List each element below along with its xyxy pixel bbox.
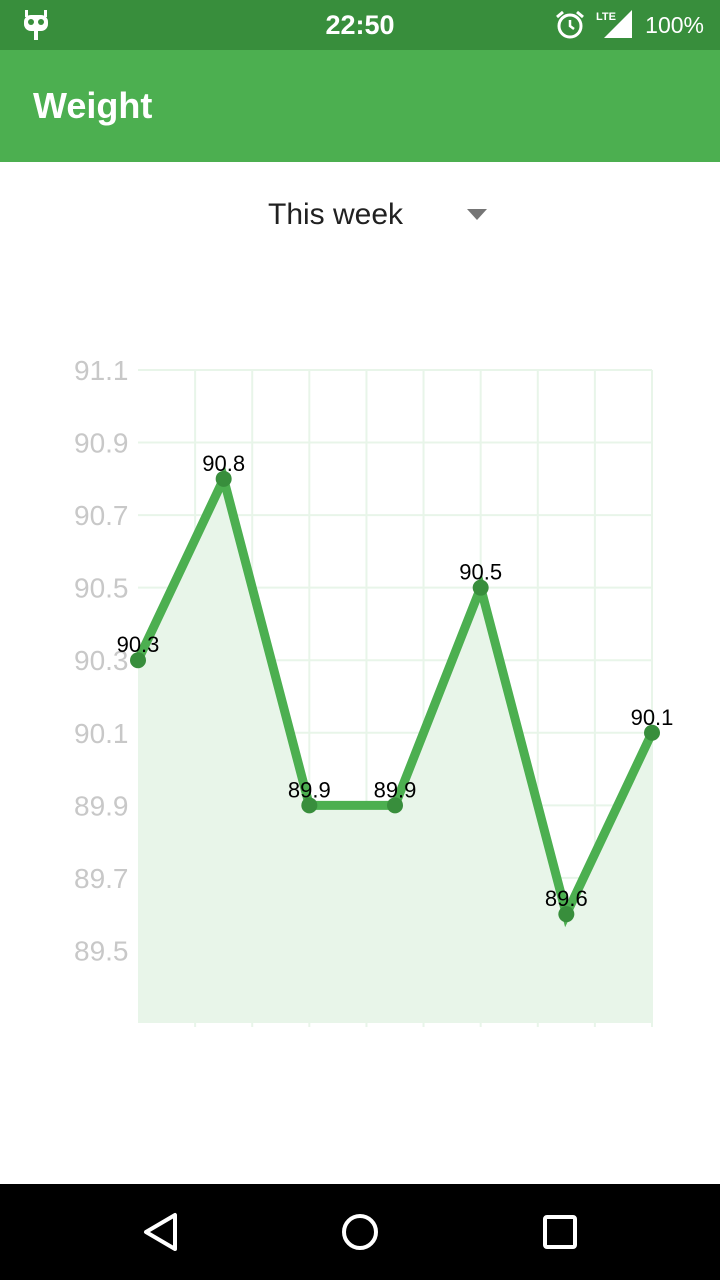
data-label: 90.3 [117, 632, 160, 657]
battery-percentage: 100% [645, 12, 704, 38]
home-button[interactable] [330, 1202, 390, 1262]
y-tick-label: 89.9 [74, 790, 129, 821]
navigation-bar [0, 1184, 720, 1280]
y-axis-labels: 91.1 90.9 90.7 90.5 90.3 90.1 89.9 89.7 89.5 [74, 355, 129, 966]
data-point [130, 652, 146, 669]
y-tick-label: 90.9 [74, 428, 129, 459]
y-tick-label: 90.3 [74, 645, 129, 676]
status-bar: 22:50 LTE 100% [0, 0, 720, 50]
back-button[interactable] [130, 1202, 190, 1262]
chart-points [130, 470, 660, 923]
data-label: 89.6 [545, 886, 588, 911]
alarm-icon [556, 10, 584, 39]
data-point [472, 579, 489, 596]
app-bar: Weight [0, 50, 720, 162]
app-notification-icon [24, 10, 48, 40]
lte-signal-icon: LTE [596, 10, 632, 38]
data-point [301, 797, 318, 814]
status-time: 22:50 [325, 10, 395, 40]
recents-button[interactable] [530, 1202, 590, 1262]
data-point [387, 797, 403, 814]
weight-line-chart: 91.1 90.9 90.7 90.5 90.3 90.1 89.9 89.7 89.5 90.… [74, 355, 674, 1027]
data-label: 90.1 [631, 705, 674, 730]
recents-icon [543, 1215, 577, 1249]
y-tick-label: 91.1 [74, 355, 129, 386]
y-tick-label: 89.7 [74, 863, 129, 894]
data-point [215, 470, 232, 487]
y-tick-label: 89.5 [74, 935, 129, 966]
y-tick-label: 90.1 [74, 718, 129, 749]
area-fill [138, 478, 652, 1023]
y-tick-label: 90.7 [74, 500, 129, 531]
y-tick-label: 90.5 [74, 573, 129, 604]
data-point [644, 724, 660, 741]
data-label: 90.8 [202, 451, 245, 476]
home-icon [342, 1214, 378, 1250]
data-point [558, 906, 575, 923]
network-label: LTE [596, 11, 616, 23]
data-label: 89.9 [288, 777, 331, 802]
back-icon [144, 1213, 177, 1251]
dropdown-arrow-icon [467, 209, 487, 220]
data-label: 90.5 [459, 560, 502, 585]
period-dropdown[interactable]: This week [258, 186, 498, 244]
period-dropdown-value: This week [268, 198, 404, 231]
page-title: Weight [33, 85, 153, 126]
data-label: 89.9 [374, 777, 417, 802]
chart-data-labels: 90.3 90.8 89.9 89.9 90.5 89.6 90.1 [117, 451, 674, 911]
chart-area-fill [138, 478, 652, 1023]
